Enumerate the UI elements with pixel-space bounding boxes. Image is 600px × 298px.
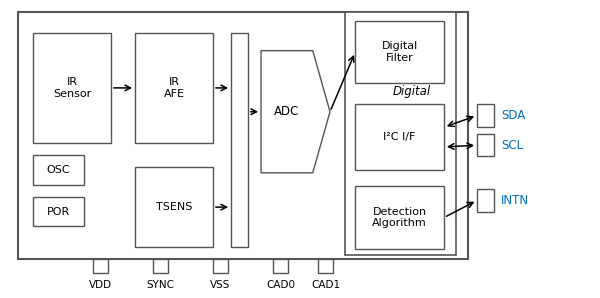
Text: CAD1: CAD1: [311, 280, 340, 290]
Bar: [93, 259, 108, 273]
Text: VSS: VSS: [211, 280, 230, 290]
Bar: [135, 33, 213, 143]
Text: SCL: SCL: [501, 139, 523, 152]
Bar: [355, 186, 444, 249]
Bar: [18, 12, 468, 259]
Text: ADC: ADC: [274, 105, 299, 118]
Text: IR
AFE: IR AFE: [164, 77, 185, 99]
Text: SDA: SDA: [501, 109, 525, 122]
Bar: [213, 259, 228, 273]
Text: Digital: Digital: [392, 85, 431, 98]
Bar: [345, 12, 456, 255]
Text: OSC: OSC: [47, 165, 70, 175]
Bar: [477, 134, 494, 156]
Text: Detection
Algorithm: Detection Algorithm: [372, 207, 427, 228]
Bar: [355, 104, 444, 170]
Bar: [355, 21, 444, 83]
Bar: [273, 259, 288, 273]
Bar: [477, 189, 494, 212]
Bar: [33, 33, 111, 143]
Bar: [33, 197, 84, 226]
Bar: [318, 259, 333, 273]
Polygon shape: [261, 51, 330, 173]
Text: INTN: INTN: [501, 194, 529, 207]
Text: SYNC: SYNC: [146, 280, 175, 290]
Bar: [231, 33, 248, 247]
Bar: [33, 155, 84, 185]
Text: I²C I/F: I²C I/F: [383, 132, 416, 142]
Bar: [477, 104, 494, 127]
Text: VDD: VDD: [89, 280, 112, 290]
Text: Digital
Filter: Digital Filter: [382, 41, 418, 63]
Bar: [135, 167, 213, 247]
Text: IR
Sensor: IR Sensor: [53, 77, 91, 99]
Text: CAD0: CAD0: [266, 280, 295, 290]
Text: POR: POR: [47, 207, 70, 217]
Bar: [153, 259, 168, 273]
Text: TSENS: TSENS: [156, 202, 192, 212]
